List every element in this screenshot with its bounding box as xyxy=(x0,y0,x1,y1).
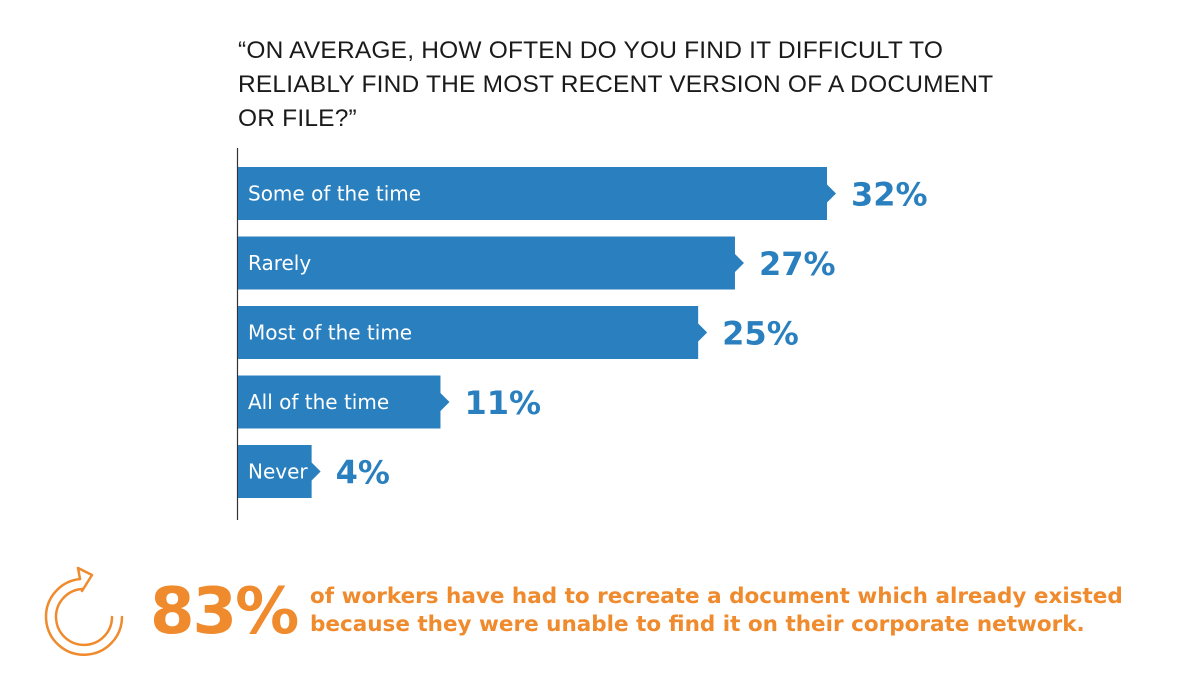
callout-line-2: because they were unable to find it on t… xyxy=(310,612,1085,637)
bar-category-label: All of the time xyxy=(248,390,389,414)
bar xyxy=(238,306,708,359)
bar-value-label: 32% xyxy=(851,176,928,214)
bar-value-label: 4% xyxy=(336,454,390,492)
bar-category-label: Rarely xyxy=(248,251,311,275)
callout-line-1: of workers have had to recreate a docume… xyxy=(310,584,1123,609)
bar-value-label: 27% xyxy=(759,245,836,283)
bar xyxy=(238,445,321,498)
chart-title: “ON AVERAGE, HOW OFTEN DO YOU FIND IT DI… xyxy=(238,37,993,132)
bar xyxy=(238,167,836,220)
callout-stat: 83% xyxy=(150,575,299,649)
bar-category-label: Some of the time xyxy=(248,182,421,206)
bar-value-label: 25% xyxy=(722,315,799,353)
bar xyxy=(238,375,450,429)
bar-category-label: Never xyxy=(248,460,308,484)
callout-text: of workers have had to recreate a docume… xyxy=(310,583,1123,639)
bar xyxy=(238,236,744,290)
bar-value-label: 11% xyxy=(464,384,541,422)
bar-category-label: Most of the time xyxy=(248,321,412,345)
circular-arrow-icon xyxy=(44,566,124,657)
bar-chart: Some of the time 32% Rarely 27% Most of the … xyxy=(236,148,928,520)
